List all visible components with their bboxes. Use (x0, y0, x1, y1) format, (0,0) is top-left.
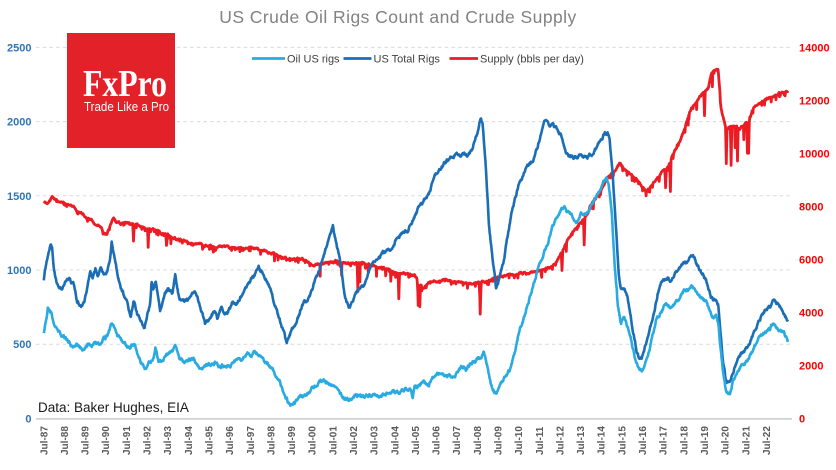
svg-text:Jul-03: Jul-03 (370, 426, 381, 455)
svg-text:Jul-88: Jul-88 (60, 426, 71, 455)
svg-text:Trade Like a Pro: Trade Like a Pro (84, 100, 169, 114)
svg-text:Jul-97: Jul-97 (246, 426, 257, 455)
svg-text:US Total Rigs: US Total Rigs (374, 54, 441, 66)
svg-text:Jul-07: Jul-07 (452, 426, 463, 455)
svg-text:2000: 2000 (7, 117, 31, 129)
svg-text:Jul-13: Jul-13 (576, 426, 587, 455)
svg-text:Oil US rigs: Oil US rigs (287, 54, 340, 66)
svg-text:Jul-02: Jul-02 (349, 426, 360, 455)
svg-text:Data: Baker Hughes, EIA: Data: Baker Hughes, EIA (38, 400, 189, 415)
svg-text:Jul-21: Jul-21 (741, 426, 752, 455)
svg-text:Jul-89: Jul-89 (81, 426, 92, 455)
svg-text:Jul-00: Jul-00 (308, 426, 319, 455)
svg-text:Jul-08: Jul-08 (473, 426, 484, 455)
svg-text:US Crude Oil Rigs Count and Cr: US Crude Oil Rigs Count and Crude Supply (219, 7, 576, 27)
svg-text:1000: 1000 (7, 265, 31, 277)
svg-text:Jul-09: Jul-09 (494, 426, 505, 455)
svg-text:Jul-15: Jul-15 (617, 426, 628, 455)
svg-text:Jul-11: Jul-11 (535, 426, 546, 455)
svg-text:Jul-94: Jul-94 (184, 426, 195, 455)
svg-text:4000: 4000 (799, 307, 823, 319)
svg-text:10000: 10000 (799, 148, 830, 160)
svg-text:FxPro: FxPro (83, 63, 167, 105)
svg-text:Jul-95: Jul-95 (205, 426, 216, 455)
svg-text:8000: 8000 (799, 201, 823, 213)
svg-text:Jul-16: Jul-16 (638, 426, 649, 455)
svg-text:Jul-90: Jul-90 (101, 426, 112, 455)
svg-text:Jul-14: Jul-14 (597, 426, 608, 455)
svg-text:Jul-05: Jul-05 (411, 426, 422, 455)
svg-text:Jul-91: Jul-91 (122, 426, 133, 455)
svg-text:Jul-96: Jul-96 (225, 426, 236, 455)
svg-text:Jul-12: Jul-12 (555, 426, 566, 455)
svg-text:Jul-19: Jul-19 (700, 426, 711, 455)
svg-text:0: 0 (25, 413, 31, 425)
svg-text:Jul-01: Jul-01 (328, 426, 339, 455)
svg-text:2500: 2500 (7, 42, 31, 54)
svg-text:500: 500 (13, 339, 31, 351)
svg-text:2000: 2000 (799, 360, 823, 372)
svg-text:Supply (bbls per day): Supply (bbls per day) (480, 54, 584, 66)
svg-text:12000: 12000 (799, 95, 830, 107)
svg-text:1500: 1500 (7, 191, 31, 203)
svg-text:Jul-20: Jul-20 (721, 426, 732, 455)
svg-text:6000: 6000 (799, 254, 823, 266)
svg-text:Jul-04: Jul-04 (390, 426, 401, 455)
svg-text:Jul-98: Jul-98 (266, 426, 277, 455)
svg-text:0: 0 (799, 413, 805, 425)
svg-text:Jul-87: Jul-87 (39, 426, 50, 455)
svg-text:Jul-18: Jul-18 (679, 426, 690, 455)
svg-text:Jul-10: Jul-10 (514, 426, 525, 455)
svg-text:Jul-99: Jul-99 (287, 426, 298, 455)
svg-text:14000: 14000 (799, 42, 830, 54)
svg-text:Jul-17: Jul-17 (659, 426, 670, 455)
svg-text:Jul-06: Jul-06 (432, 426, 443, 455)
svg-text:Jul-22: Jul-22 (762, 426, 773, 455)
svg-text:Jul-92: Jul-92 (143, 426, 154, 455)
svg-text:Jul-93: Jul-93 (163, 426, 174, 455)
